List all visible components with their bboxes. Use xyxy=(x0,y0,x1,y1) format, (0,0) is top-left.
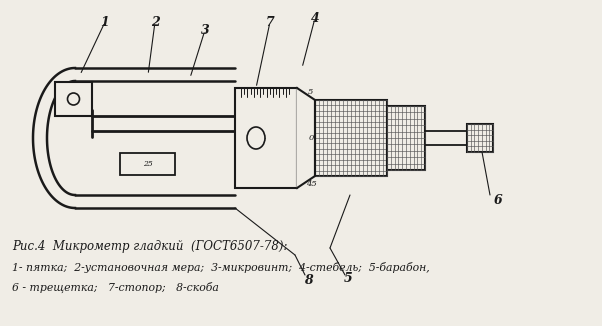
Bar xyxy=(235,88,297,188)
Text: 6 - трещетка;   7-стопор;   8-скоба: 6 - трещетка; 7-стопор; 8-скоба xyxy=(12,282,219,293)
Ellipse shape xyxy=(247,127,265,149)
Bar xyxy=(467,124,493,152)
Text: 1: 1 xyxy=(101,16,110,28)
Text: 3: 3 xyxy=(200,23,209,37)
Text: 45: 45 xyxy=(306,180,317,188)
Text: 5: 5 xyxy=(308,88,314,96)
Bar xyxy=(120,153,175,175)
Text: Рис.4  Микрометр гладкий  (ГОСТ6507-78):: Рис.4 Микрометр гладкий (ГОСТ6507-78): xyxy=(12,240,288,253)
Bar xyxy=(55,82,92,116)
Text: 25: 25 xyxy=(143,160,152,168)
Bar xyxy=(387,106,425,170)
Bar xyxy=(315,100,387,176)
Text: 1- пятка;  2-установочная мера;  3-микровинт;  4-стебель;  5-барабон,: 1- пятка; 2-установочная мера; 3-микрови… xyxy=(12,262,430,273)
Bar xyxy=(75,195,235,208)
Bar xyxy=(75,68,235,81)
Text: 7: 7 xyxy=(265,16,275,28)
Text: 5: 5 xyxy=(344,272,352,285)
Polygon shape xyxy=(297,88,315,188)
Text: 2: 2 xyxy=(150,16,160,28)
Text: 0: 0 xyxy=(308,134,314,142)
Text: 4: 4 xyxy=(311,11,320,24)
Text: 6: 6 xyxy=(494,194,503,206)
Circle shape xyxy=(67,93,79,105)
Text: 8: 8 xyxy=(303,274,312,287)
